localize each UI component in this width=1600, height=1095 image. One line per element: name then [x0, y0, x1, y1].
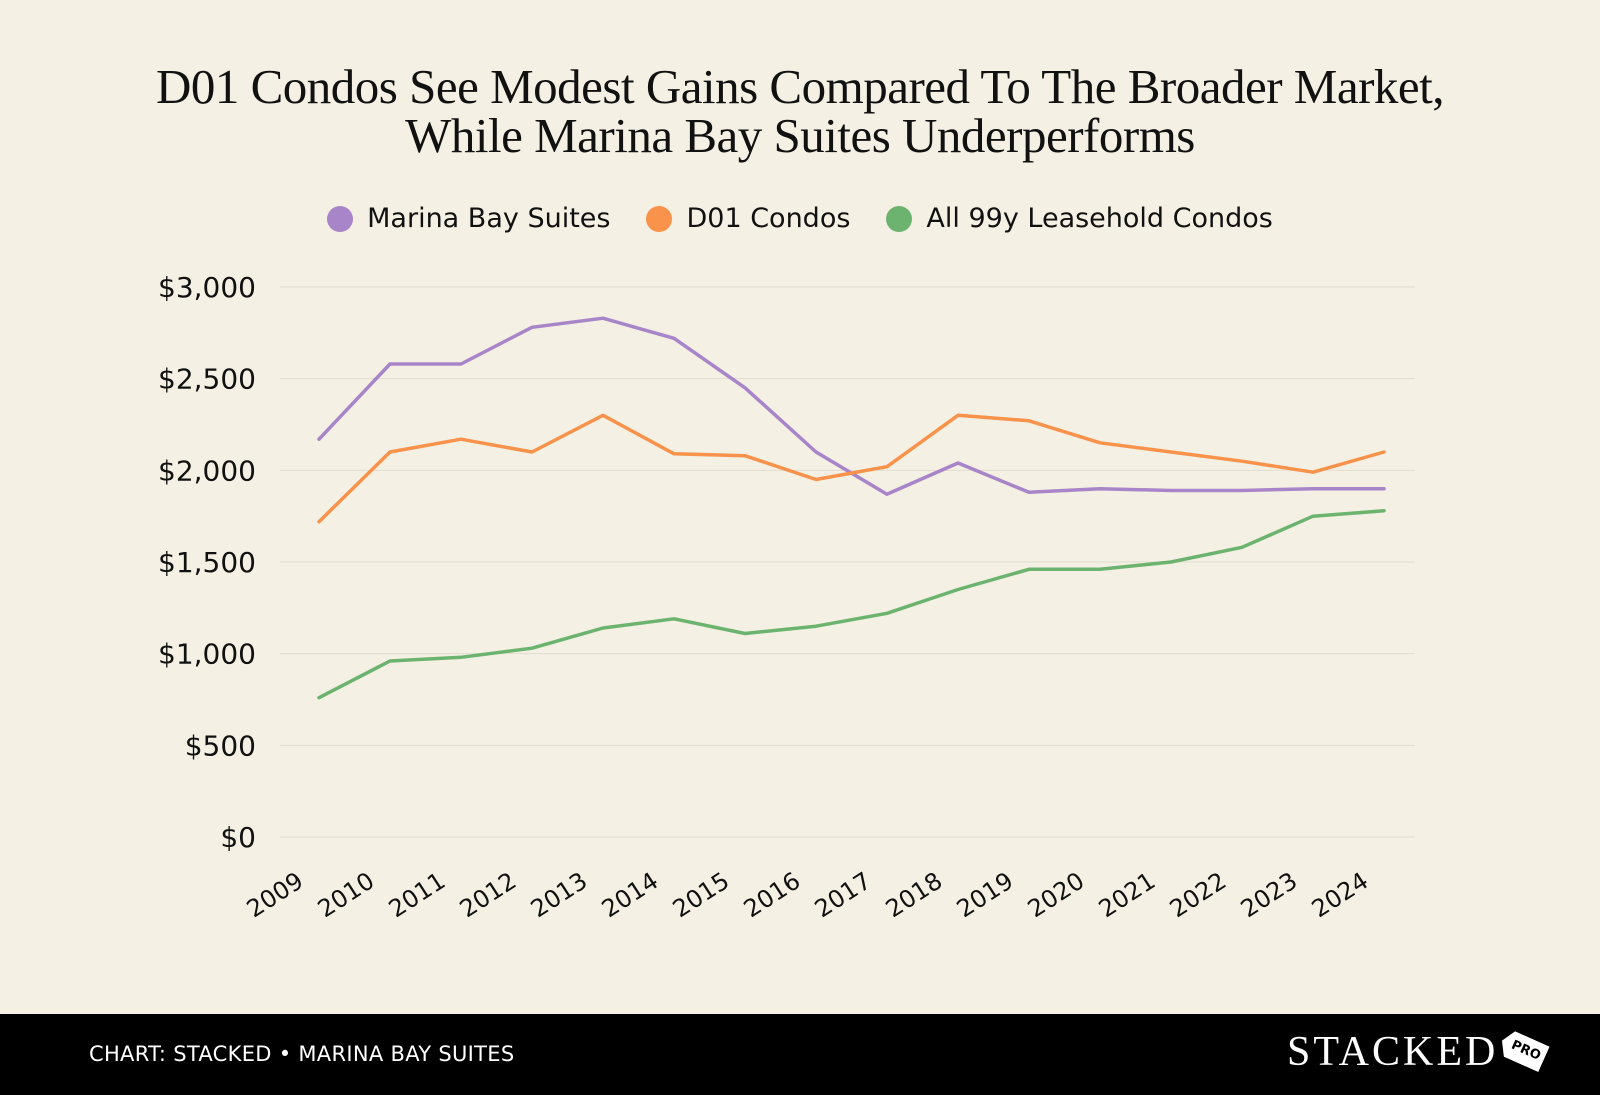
chart-title-line-1: D01 Condos See Modest Gains Compared To … — [155, 59, 1445, 114]
x-tick-label: 2020 — [1023, 867, 1089, 924]
x-tick-label: 2023 — [1236, 867, 1302, 924]
chart-legend: Marina Bay Suites D01 Condos All 99y Lea… — [0, 203, 1600, 234]
stacked-logo: STACKED — [1287, 1029, 1499, 1075]
chart-title-line-2: While Marina Bay Suites Underperforms — [405, 108, 1195, 163]
x-tick-label: 2009 — [242, 867, 308, 924]
legend-marker-marina-bay-suites — [327, 205, 354, 232]
y-tick-label: $2,000 — [158, 454, 256, 487]
x-tick-label: 2014 — [597, 867, 663, 924]
y-tick-label: $500 — [185, 729, 256, 762]
x-tick-label: 2010 — [313, 867, 379, 924]
x-tick-label: 2022 — [1165, 867, 1231, 924]
legend-marker-d01-condos — [646, 205, 673, 232]
y-tick-label: $1,000 — [158, 638, 256, 671]
y-tick-label: $0 — [220, 821, 256, 854]
x-tick-label: 2012 — [455, 867, 521, 924]
x-tick-label: 2024 — [1307, 867, 1373, 924]
y-tick-label: $1,500 — [158, 546, 256, 579]
series-line-marina-bay-suites — [317, 316, 1386, 496]
footer-bar: CHART: STACKED • MARINA BAY SUITES STACK… — [0, 1014, 1600, 1095]
y-axis-tick-labels: $0 $500 $1,000 $1,500 $2,000 $2,500 $3,000 — [158, 271, 256, 854]
chart-title: D01 Condos See Modest Gains Compared To … — [0, 62, 1600, 160]
legend-label-d01-condos: D01 Condos — [686, 203, 851, 234]
series-line-d01-condos — [317, 413, 1386, 524]
x-tick-label: 2018 — [881, 867, 947, 924]
x-axis-tick-labels: 2009 2010 2011 2012 2013 2014 2015 2016 2017 2018… — [242, 867, 1373, 924]
x-tick-label: 2011 — [384, 867, 450, 924]
x-tick-label: 2015 — [668, 867, 734, 924]
series-line-all-99y-leasehold-condos — [317, 508, 1386, 700]
pro-badge: PRO — [1496, 1028, 1549, 1072]
legend-label-all-99y-leasehold-condos: All 99y Leasehold Condos — [926, 203, 1273, 234]
x-tick-label: 2019 — [952, 867, 1018, 924]
x-tick-label: 2013 — [526, 867, 592, 924]
series-lines — [317, 316, 1386, 700]
y-tick-label: $3,000 — [158, 271, 256, 304]
legend-item-all-99y-leasehold-condos: All 99y Leasehold Condos — [886, 203, 1273, 234]
legend-item-d01-condos: D01 Condos — [646, 203, 850, 234]
y-tick-label: $2,500 — [158, 363, 256, 396]
grid-lines — [280, 286, 1415, 838]
legend-marker-all-99y-leasehold-condos — [886, 205, 913, 232]
legend-item-marina-bay-suites: Marina Bay Suites — [327, 203, 610, 234]
legend-label-marina-bay-suites: Marina Bay Suites — [367, 203, 611, 234]
x-tick-label: 2017 — [810, 867, 876, 924]
x-tick-label: 2021 — [1094, 867, 1160, 924]
chart-credit: CHART: STACKED • MARINA BAY SUITES — [89, 1042, 515, 1066]
line-chart: $0 $500 $1,000 $1,500 $2,000 $2,500 $3,000 200… — [158, 271, 1415, 924]
x-tick-label: 2016 — [739, 867, 805, 924]
